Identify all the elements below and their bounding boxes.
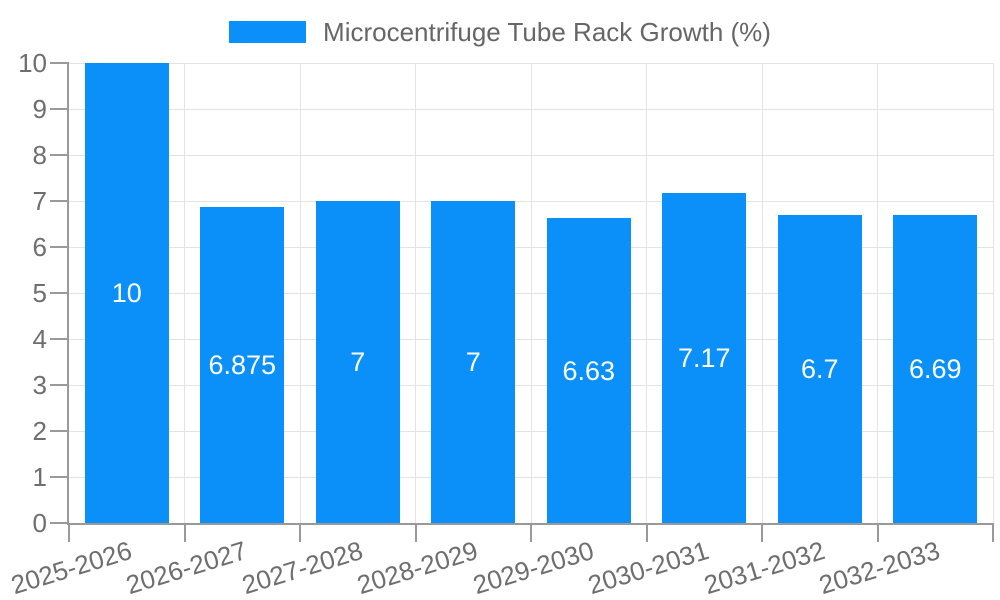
bar	[546, 218, 631, 523]
x-tick	[761, 523, 763, 542]
y-tick	[50, 338, 69, 340]
x-tick	[530, 523, 532, 542]
bar-value-label: 6.7	[800, 353, 839, 384]
x-tick	[876, 523, 879, 542]
gridline-vertical	[415, 63, 416, 523]
bar-value-label: 7	[350, 347, 366, 377]
gridline-vertical	[646, 63, 647, 523]
x-tick	[645, 523, 648, 542]
y-tick-label: 0	[32, 508, 47, 538]
bar-value-label: 7.17	[677, 343, 731, 374]
x-tick-label: 2031-2032	[700, 535, 828, 600]
bar	[893, 215, 978, 523]
bar-value-label: 7	[465, 347, 481, 377]
x-tick	[183, 523, 186, 542]
bar	[84, 63, 169, 523]
x-tick-label: 2030-2031	[584, 535, 713, 600]
bar-value-label: 6.69	[908, 354, 962, 385]
y-tick	[50, 430, 69, 432]
y-tick-label: 1	[32, 462, 47, 492]
legend-label: Microcentrifuge Tube Rack Growth (%)	[323, 17, 771, 47]
gridline-vertical	[761, 63, 763, 523]
x-axis-line	[69, 523, 993, 525]
y-tick	[50, 384, 69, 386]
y-tick-label: 2	[32, 416, 47, 446]
x-tick-label: 2032-2033	[815, 535, 944, 600]
y-tick	[50, 246, 69, 248]
y-axis-line	[67, 63, 69, 525]
y-tick-label: 3	[32, 370, 47, 400]
y-tick-label: 9	[32, 94, 47, 124]
y-tick-label: 10	[18, 48, 47, 78]
y-tick	[50, 522, 69, 524]
y-tick-label: 5	[32, 278, 47, 308]
gridline-vertical	[299, 63, 301, 523]
y-tick	[50, 476, 69, 478]
x-tick-label: 2029-2030	[469, 535, 597, 600]
y-tick	[50, 154, 69, 156]
legend-swatch	[229, 21, 307, 43]
x-tick	[299, 523, 301, 542]
x-tick-label: 2026-2027	[122, 535, 251, 600]
y-tick-label: 7	[32, 186, 47, 216]
bar-value-label: 6.875	[208, 349, 277, 380]
x-tick	[414, 523, 417, 542]
x-tick-label: 2028-2029	[353, 535, 482, 600]
x-tick-label: 2025-2026	[7, 535, 135, 600]
bar-value-label: 10	[111, 278, 142, 308]
x-tick	[992, 523, 994, 542]
bar	[777, 214, 862, 523]
legend[interactable]: Microcentrifuge Tube Rack Growth (%)	[0, 17, 1000, 47]
bar	[662, 193, 747, 523]
x-tick	[68, 523, 70, 542]
y-tick	[50, 200, 69, 202]
y-tick-label: 6	[32, 232, 47, 262]
y-tick	[50, 108, 69, 110]
x-tick-label: 2027-2028	[238, 535, 366, 600]
gridline-vertical	[992, 63, 994, 523]
y-tick	[50, 292, 69, 294]
y-tick	[50, 62, 69, 64]
gridline-vertical	[184, 63, 185, 523]
bar-value-label: 6.63	[562, 355, 616, 386]
bar	[431, 201, 516, 523]
y-tick-label: 4	[32, 324, 47, 354]
bar	[200, 206, 285, 523]
gridline-vertical	[530, 63, 532, 523]
gridline-vertical	[877, 63, 878, 523]
bar	[315, 201, 400, 523]
y-tick-label: 8	[32, 140, 47, 170]
